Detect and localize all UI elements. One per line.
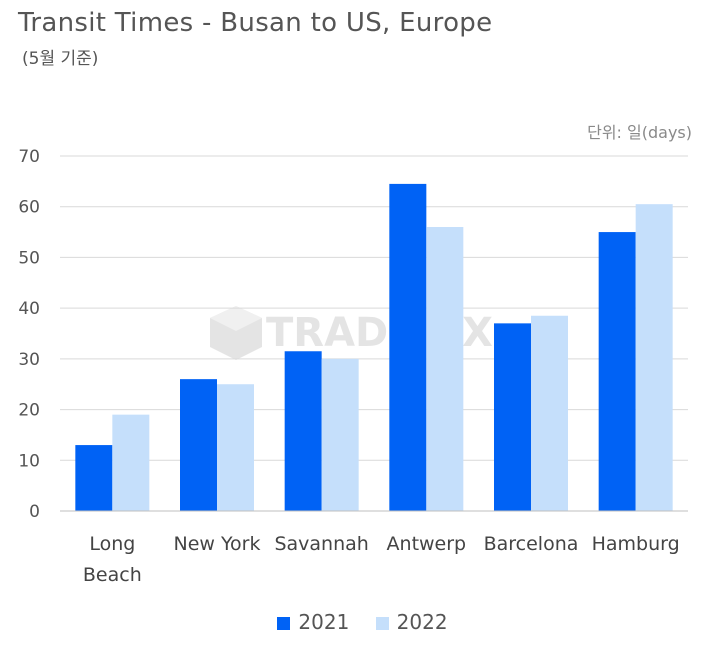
x-tick-label: Barcelona bbox=[484, 533, 579, 555]
x-tick-label: Hamburg bbox=[592, 533, 680, 555]
bar-2022 bbox=[112, 414, 150, 511]
chart-subtitle: (5월 기준) bbox=[22, 49, 99, 69]
legend-item-2022: 2022 bbox=[375, 610, 448, 634]
bar-2022 bbox=[217, 384, 254, 511]
chart-title: Transit Times - Busan to US, Europe bbox=[18, 8, 493, 38]
x-tick-label: Antwerp bbox=[387, 533, 467, 555]
bar-2021 bbox=[598, 232, 636, 512]
legend-item-2021: 2021 bbox=[277, 610, 349, 634]
bar-2021 bbox=[389, 183, 427, 511]
legend-label-2021: 2021 bbox=[298, 610, 350, 634]
bar-2022 bbox=[321, 358, 359, 511]
x-tick-label: Beach bbox=[83, 564, 142, 586]
legend-swatch-2021 bbox=[277, 617, 291, 630]
y-tick-label: 40 bbox=[18, 299, 40, 319]
y-tick-label: 20 bbox=[18, 401, 40, 421]
legend: 2021 2022 bbox=[0, 610, 725, 634]
bar-2021 bbox=[284, 351, 322, 511]
legend-swatch-2022 bbox=[375, 617, 389, 630]
bar-2021 bbox=[75, 445, 113, 511]
bar-2021 bbox=[180, 379, 217, 511]
y-tick-label: 10 bbox=[18, 451, 40, 471]
y-tick-label: 70 bbox=[18, 147, 40, 167]
bar-2022 bbox=[426, 227, 464, 511]
y-tick-label: 30 bbox=[18, 350, 40, 370]
y-tick-label: 0 bbox=[29, 502, 40, 522]
y-tick-label: 60 bbox=[18, 198, 40, 218]
bar-2021 bbox=[494, 323, 531, 511]
legend-label-2022: 2022 bbox=[396, 610, 448, 634]
bar-2022 bbox=[635, 204, 673, 511]
watermark-cube-icon bbox=[210, 306, 262, 360]
x-tick-label: New York bbox=[173, 533, 260, 555]
y-tick-label: 50 bbox=[18, 248, 40, 268]
unit-label: 단위: 일(days) bbox=[587, 123, 692, 142]
watermark-cube-top bbox=[210, 306, 262, 331]
x-tick-label: Savannah bbox=[274, 533, 368, 555]
bar-2022 bbox=[531, 315, 568, 511]
x-tick-label: Long bbox=[89, 533, 135, 555]
